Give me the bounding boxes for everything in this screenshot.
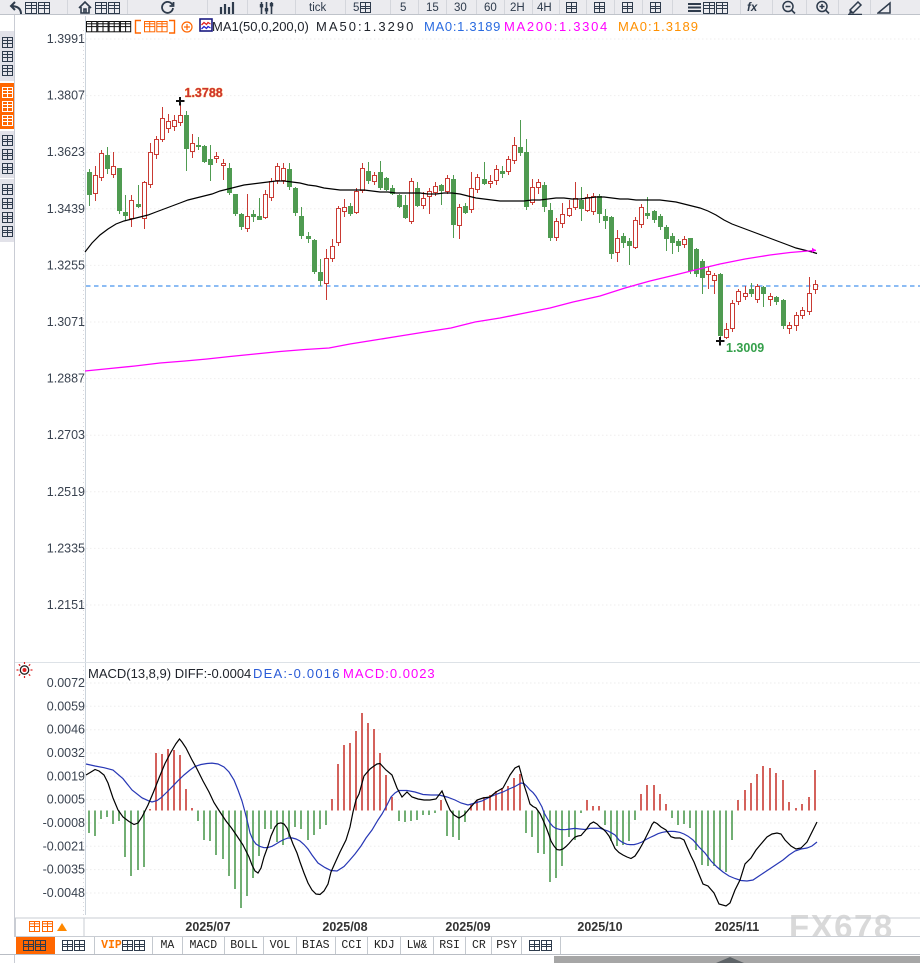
svg-text:-0.0008: -0.0008 (43, 816, 85, 830)
svg-text:0.0046: 0.0046 (47, 723, 85, 737)
svg-text:MA0:1.3189: MA0:1.3189 (618, 19, 699, 34)
svg-text:1.3439: 1.3439 (47, 202, 85, 216)
svg-text:0.0059: 0.0059 (47, 699, 85, 713)
svg-text:1.3807: 1.3807 (47, 89, 85, 103)
svg-text:2025/07: 2025/07 (185, 920, 230, 934)
svg-text:2025/09: 2025/09 (445, 920, 490, 934)
svg-text:-0.0021: -0.0021 (43, 839, 85, 853)
svg-text:MACD(13,8,9) DIFF:-0.0004: MACD(13,8,9) DIFF:-0.0004 (88, 666, 251, 681)
svg-text:0.0005: 0.0005 (47, 793, 85, 807)
svg-text:MACD:0.0023: MACD:0.0023 (343, 666, 436, 681)
svg-text:DEA:-0.0016: DEA:-0.0016 (253, 666, 341, 681)
svg-text:1.3991: 1.3991 (47, 32, 85, 46)
svg-text:1.2151: 1.2151 (47, 598, 85, 612)
svg-text:1.2519: 1.2519 (47, 485, 85, 499)
svg-text:MA200:1.3304: MA200:1.3304 (504, 19, 609, 34)
svg-text:1.3071: 1.3071 (47, 315, 85, 329)
svg-text:MA0:1.3189: MA0:1.3189 (424, 19, 501, 34)
svg-text:-0.0035: -0.0035 (43, 863, 85, 877)
svg-text:1.2335: 1.2335 (47, 541, 85, 555)
svg-text:MA50:1.3290: MA50:1.3290 (316, 19, 415, 34)
svg-text:1.2703: 1.2703 (47, 428, 85, 442)
svg-text:0.0072: 0.0072 (47, 676, 85, 690)
svg-text:1.3788: 1.3788 (185, 86, 223, 100)
svg-text:2025/11: 2025/11 (715, 920, 760, 934)
svg-text:0.0032: 0.0032 (47, 746, 85, 760)
svg-text:1.3255: 1.3255 (47, 258, 85, 272)
svg-text:2025/08: 2025/08 (322, 920, 367, 934)
svg-text:1.3623: 1.3623 (47, 145, 85, 159)
svg-text:1.2887: 1.2887 (47, 372, 85, 386)
svg-text:1.3009: 1.3009 (726, 341, 764, 355)
svg-text:MA1(50,0,200,0): MA1(50,0,200,0) (212, 19, 309, 34)
svg-text:2025/10: 2025/10 (577, 920, 622, 934)
svg-text:0.0019: 0.0019 (47, 769, 85, 783)
svg-text:-0.0048: -0.0048 (43, 886, 85, 900)
